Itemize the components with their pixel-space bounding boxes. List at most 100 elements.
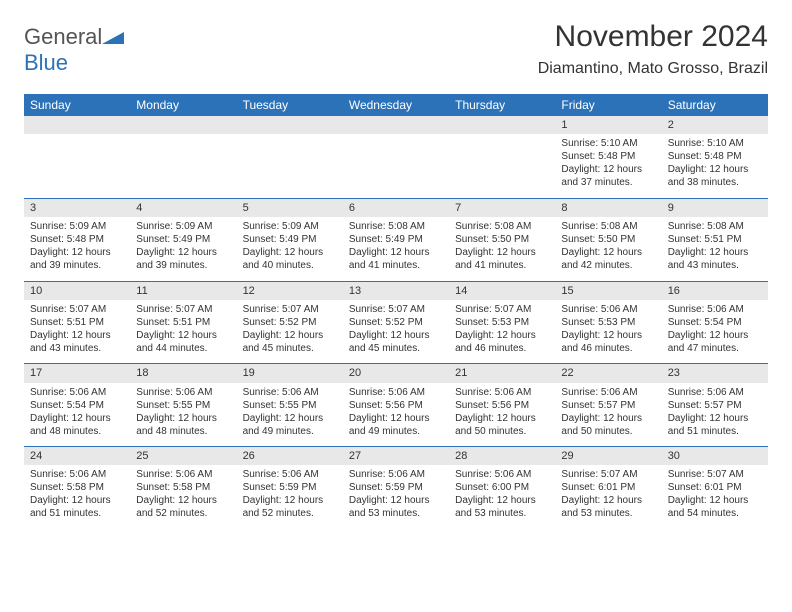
sunset-text: Sunset: 5:48 PM [668, 150, 762, 163]
sunset-text: Sunset: 5:55 PM [243, 399, 337, 412]
detail-row: Sunrise: 5:09 AMSunset: 5:48 PMDaylight:… [24, 217, 768, 281]
sunset-text: Sunset: 5:55 PM [136, 399, 230, 412]
weekday-header: Wednesday [343, 94, 449, 116]
daylight-text-2: and 39 minutes. [30, 259, 124, 272]
sunset-text: Sunset: 5:59 PM [243, 481, 337, 494]
day-detail-cell: Sunrise: 5:06 AMSunset: 5:54 PMDaylight:… [24, 383, 130, 447]
sunset-text: Sunset: 5:48 PM [561, 150, 655, 163]
daynum-row: 17181920212223 [24, 364, 768, 383]
weekday-header: Friday [555, 94, 661, 116]
daylight-text: Daylight: 12 hours [561, 329, 655, 342]
daylight-text-2: and 41 minutes. [349, 259, 443, 272]
day-detail-cell: Sunrise: 5:07 AMSunset: 5:53 PMDaylight:… [449, 300, 555, 364]
daylight-text: Daylight: 12 hours [30, 412, 124, 425]
logo-text-general: General [24, 24, 102, 49]
sunset-text: Sunset: 5:52 PM [349, 316, 443, 329]
daylight-text: Daylight: 12 hours [30, 329, 124, 342]
daylight-text: Daylight: 12 hours [243, 329, 337, 342]
daylight-text-2: and 40 minutes. [243, 259, 337, 272]
daylight-text-2: and 43 minutes. [668, 259, 762, 272]
day-detail-cell: Sunrise: 5:07 AMSunset: 5:51 PMDaylight:… [130, 300, 236, 364]
daylight-text-2: and 50 minutes. [455, 425, 549, 438]
day-number-cell: 30 [662, 447, 768, 466]
day-detail-cell: Sunrise: 5:06 AMSunset: 5:59 PMDaylight:… [343, 465, 449, 529]
daylight-text-2: and 51 minutes. [668, 425, 762, 438]
day-number-cell [130, 116, 236, 134]
sunrise-text: Sunrise: 5:07 AM [136, 303, 230, 316]
daylight-text: Daylight: 12 hours [455, 494, 549, 507]
day-detail-cell: Sunrise: 5:07 AMSunset: 6:01 PMDaylight:… [555, 465, 661, 529]
sunrise-text: Sunrise: 5:08 AM [561, 220, 655, 233]
sunrise-text: Sunrise: 5:07 AM [243, 303, 337, 316]
daylight-text-2: and 49 minutes. [243, 425, 337, 438]
day-detail-cell: Sunrise: 5:08 AMSunset: 5:50 PMDaylight:… [555, 217, 661, 281]
sunrise-text: Sunrise: 5:06 AM [455, 468, 549, 481]
sunrise-text: Sunrise: 5:06 AM [136, 468, 230, 481]
day-detail-cell: Sunrise: 5:06 AMSunset: 5:55 PMDaylight:… [237, 383, 343, 447]
daylight-text: Daylight: 12 hours [668, 494, 762, 507]
daylight-text: Daylight: 12 hours [136, 494, 230, 507]
daylight-text: Daylight: 12 hours [30, 494, 124, 507]
daynum-row: 12 [24, 116, 768, 134]
sunset-text: Sunset: 5:58 PM [30, 481, 124, 494]
daylight-text-2: and 38 minutes. [668, 176, 762, 189]
day-detail-cell [24, 134, 130, 198]
sunset-text: Sunset: 5:51 PM [136, 316, 230, 329]
detail-row: Sunrise: 5:06 AMSunset: 5:54 PMDaylight:… [24, 383, 768, 447]
day-detail-cell: Sunrise: 5:08 AMSunset: 5:51 PMDaylight:… [662, 217, 768, 281]
sunrise-text: Sunrise: 5:06 AM [561, 386, 655, 399]
daylight-text: Daylight: 12 hours [136, 246, 230, 259]
day-number-cell: 10 [24, 281, 130, 300]
day-number-cell [343, 116, 449, 134]
sunset-text: Sunset: 5:57 PM [668, 399, 762, 412]
daynum-row: 3456789 [24, 198, 768, 217]
day-number-cell: 12 [237, 281, 343, 300]
day-number-cell: 20 [343, 364, 449, 383]
daylight-text: Daylight: 12 hours [136, 329, 230, 342]
daylight-text-2: and 53 minutes. [349, 507, 443, 520]
sunrise-text: Sunrise: 5:06 AM [30, 468, 124, 481]
sunrise-text: Sunrise: 5:07 AM [561, 468, 655, 481]
daylight-text-2: and 50 minutes. [561, 425, 655, 438]
sunrise-text: Sunrise: 5:06 AM [668, 386, 762, 399]
day-number-cell: 19 [237, 364, 343, 383]
daylight-text: Daylight: 12 hours [243, 246, 337, 259]
daylight-text: Daylight: 12 hours [561, 163, 655, 176]
day-detail-cell: Sunrise: 5:09 AMSunset: 5:49 PMDaylight:… [130, 217, 236, 281]
sunset-text: Sunset: 5:50 PM [561, 233, 655, 246]
day-detail-cell [237, 134, 343, 198]
day-detail-cell: Sunrise: 5:07 AMSunset: 5:52 PMDaylight:… [237, 300, 343, 364]
day-number-cell: 16 [662, 281, 768, 300]
day-detail-cell: Sunrise: 5:07 AMSunset: 6:01 PMDaylight:… [662, 465, 768, 529]
daylight-text-2: and 43 minutes. [30, 342, 124, 355]
daylight-text: Daylight: 12 hours [349, 329, 443, 342]
sunrise-text: Sunrise: 5:06 AM [136, 386, 230, 399]
sunrise-text: Sunrise: 5:06 AM [349, 386, 443, 399]
detail-row: Sunrise: 5:06 AMSunset: 5:58 PMDaylight:… [24, 465, 768, 529]
day-detail-cell: Sunrise: 5:08 AMSunset: 5:49 PMDaylight:… [343, 217, 449, 281]
title-block: November 2024 Diamantino, Mato Grosso, B… [538, 20, 768, 78]
daylight-text-2: and 48 minutes. [136, 425, 230, 438]
daylight-text-2: and 53 minutes. [561, 507, 655, 520]
daylight-text-2: and 52 minutes. [136, 507, 230, 520]
day-detail-cell: Sunrise: 5:06 AMSunset: 6:00 PMDaylight:… [449, 465, 555, 529]
sunrise-text: Sunrise: 5:06 AM [349, 468, 443, 481]
day-detail-cell: Sunrise: 5:06 AMSunset: 5:58 PMDaylight:… [130, 465, 236, 529]
daylight-text: Daylight: 12 hours [349, 412, 443, 425]
sunset-text: Sunset: 5:49 PM [243, 233, 337, 246]
day-detail-cell [343, 134, 449, 198]
day-detail-cell: Sunrise: 5:06 AMSunset: 5:56 PMDaylight:… [449, 383, 555, 447]
sunrise-text: Sunrise: 5:10 AM [668, 137, 762, 150]
month-title: November 2024 [538, 20, 768, 54]
day-detail-cell: Sunrise: 5:06 AMSunset: 5:53 PMDaylight:… [555, 300, 661, 364]
detail-row: Sunrise: 5:07 AMSunset: 5:51 PMDaylight:… [24, 300, 768, 364]
day-detail-cell: Sunrise: 5:07 AMSunset: 5:52 PMDaylight:… [343, 300, 449, 364]
weekday-header: Saturday [662, 94, 768, 116]
sunrise-text: Sunrise: 5:07 AM [30, 303, 124, 316]
day-detail-cell [130, 134, 236, 198]
daylight-text-2: and 48 minutes. [30, 425, 124, 438]
day-number-cell: 9 [662, 198, 768, 217]
day-detail-cell: Sunrise: 5:06 AMSunset: 5:59 PMDaylight:… [237, 465, 343, 529]
day-number-cell: 4 [130, 198, 236, 217]
day-detail-cell: Sunrise: 5:06 AMSunset: 5:58 PMDaylight:… [24, 465, 130, 529]
